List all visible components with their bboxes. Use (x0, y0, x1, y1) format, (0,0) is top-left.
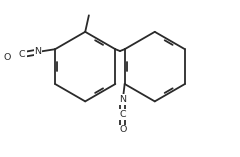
Text: N: N (34, 47, 41, 57)
Text: N: N (119, 95, 126, 104)
Text: O: O (4, 53, 11, 62)
Text: O: O (119, 125, 126, 134)
Text: C: C (120, 110, 126, 119)
Text: C: C (19, 50, 25, 59)
